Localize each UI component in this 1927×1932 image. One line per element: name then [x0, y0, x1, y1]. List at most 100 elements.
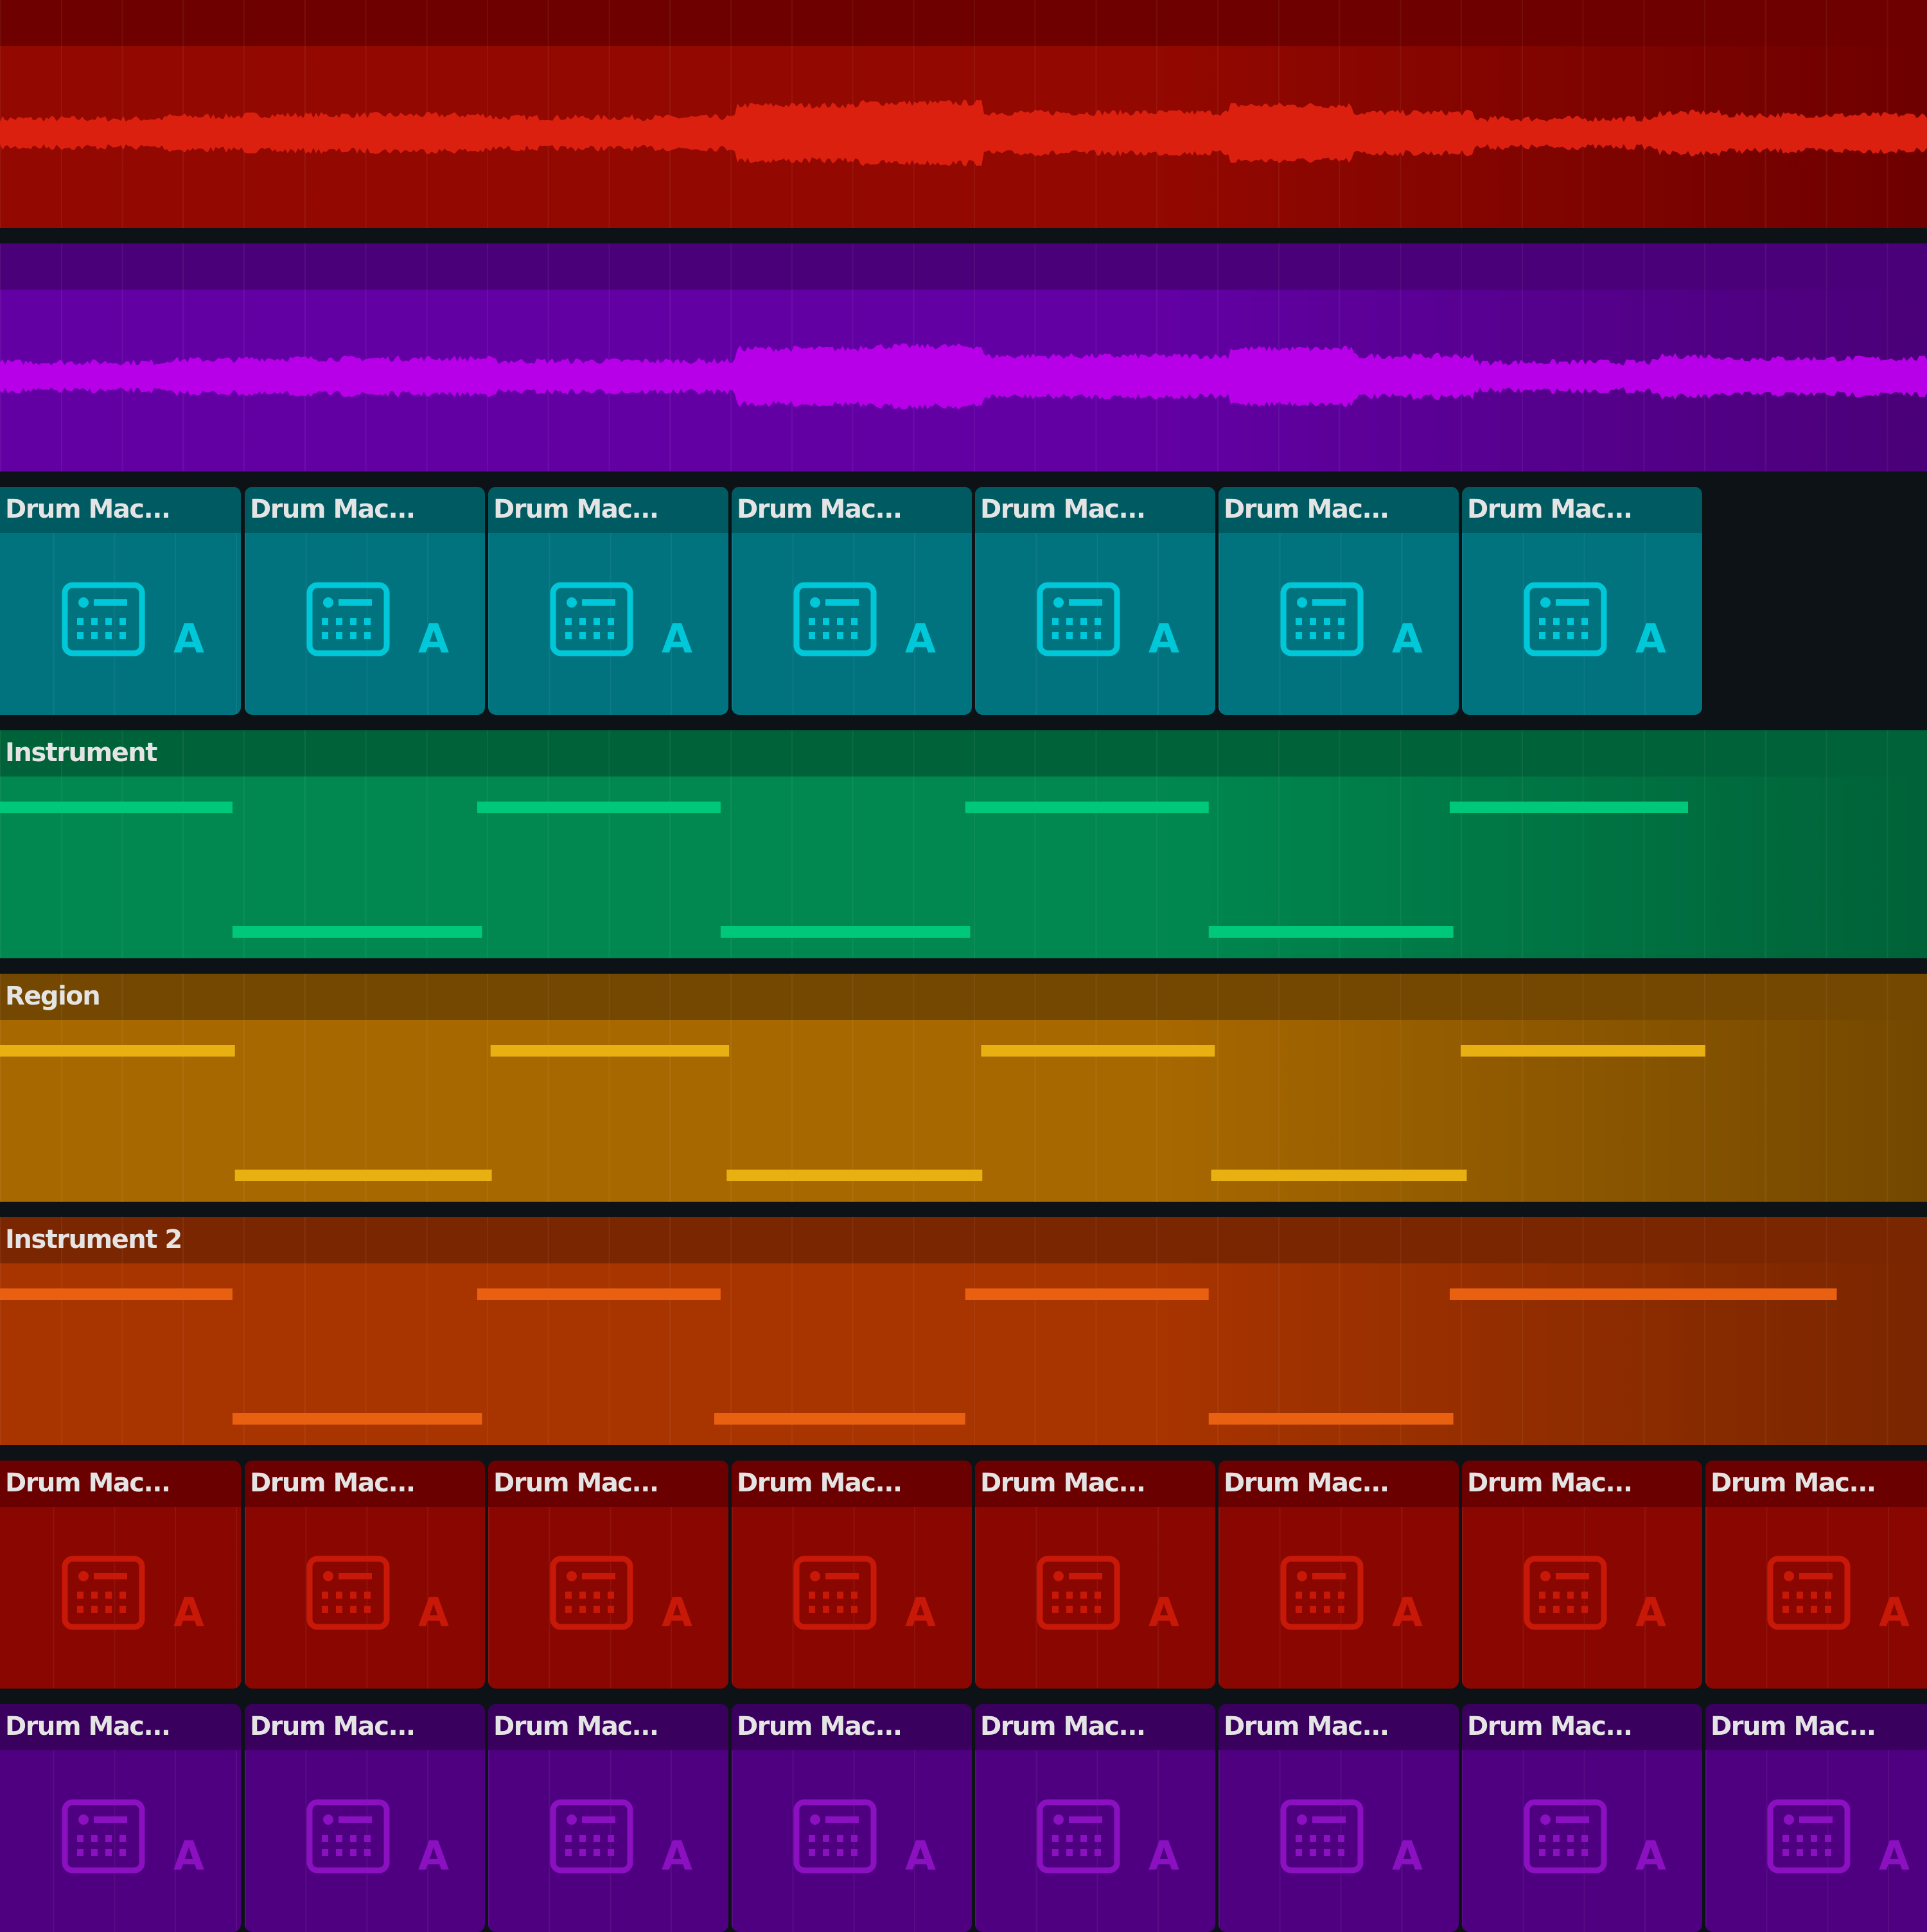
track-midi: Instrument	[0, 730, 1927, 958]
clip-letter: A	[173, 615, 204, 662]
track-header	[0, 730, 1927, 777]
clip-name: Drum Mac...	[980, 495, 1146, 524]
clip-header	[1462, 487, 1702, 533]
clip-name: Drum Mac...	[493, 495, 659, 524]
midi-note[interactable]	[232, 1413, 482, 1425]
clip-header	[245, 1704, 485, 1750]
clip-name: Drum Mac...	[1711, 1468, 1876, 1498]
clip-letter: A	[1879, 1589, 1910, 1636]
midi-note[interactable]	[720, 926, 971, 938]
midi-note[interactable]	[1461, 1045, 1705, 1057]
clip-name: Drum Mac...	[5, 1468, 171, 1498]
clip-name: Drum Mac...	[737, 1468, 902, 1498]
clip-name: Drum Mac...	[737, 1712, 902, 1741]
drum-clip[interactable]: Drum Mac... A	[975, 1461, 1215, 1689]
clip-header	[245, 1461, 485, 1507]
drum-clip[interactable]: Drum Mac... A	[0, 1461, 241, 1689]
clip-header	[0, 1461, 241, 1507]
drum-machine-icon	[306, 1556, 390, 1630]
track-name: Instrument 2	[5, 1225, 182, 1254]
drum-clip[interactable]: Drum Mac... A	[975, 487, 1215, 715]
clip-name: Drum Mac...	[737, 495, 902, 524]
clip-letter: A	[1635, 615, 1666, 662]
drum-clip[interactable]: Drum Mac... A	[732, 487, 972, 715]
drum-clip[interactable]: Drum Mac... A	[245, 1704, 485, 1932]
drum-machine-icon	[1280, 1556, 1364, 1630]
track-header	[0, 0, 1927, 46]
drum-clip[interactable]: Drum Mac... A	[488, 1461, 728, 1689]
drum-machine-icon	[1280, 582, 1364, 656]
drum-clip[interactable]: Drum Mac... A	[732, 1461, 972, 1689]
clip-name: Drum Mac...	[250, 1712, 416, 1741]
midi-note[interactable]	[1449, 802, 1688, 813]
drum-clip[interactable]: Drum Mac... A	[0, 1704, 241, 1932]
track-audio	[0, 243, 1927, 471]
clip-header	[1219, 487, 1459, 533]
midi-note[interactable]	[1208, 926, 1454, 938]
drum-machine-icon	[550, 582, 633, 656]
clip-letter: A	[1392, 1589, 1423, 1636]
drum-clip[interactable]: Drum Mac... A	[488, 487, 728, 715]
clip-header	[1705, 1704, 1927, 1750]
track-name: Instrument	[5, 738, 157, 768]
clip-header	[732, 1461, 972, 1507]
midi-note[interactable]	[0, 802, 233, 813]
clip-name: Drum Mac...	[1467, 1712, 1633, 1741]
drum-clip[interactable]: Drum Mac... A	[245, 1461, 485, 1689]
drum-clip[interactable]: Drum Mac... A	[1219, 1704, 1459, 1932]
clip-letter: A	[905, 1589, 936, 1636]
midi-note[interactable]	[965, 802, 1209, 813]
drum-clip[interactable]: Drum Mac... A	[1705, 1461, 1927, 1689]
midi-note[interactable]	[232, 926, 482, 938]
clip-letter: A	[1148, 615, 1179, 662]
drum-clip[interactable]: Drum Mac... A	[1462, 1704, 1702, 1932]
drum-clip[interactable]: Drum Mac... A	[1462, 487, 1702, 715]
waveform-shape	[0, 100, 1927, 166]
clip-letter: A	[1392, 1832, 1423, 1879]
drum-clip[interactable]: Drum Mac... A	[1705, 1704, 1927, 1932]
drum-clip[interactable]: Drum Mac... A	[1462, 1461, 1702, 1689]
midi-note[interactable]	[1211, 1170, 1467, 1181]
midi-note[interactable]	[0, 1288, 233, 1300]
drum-clip[interactable]: Drum Mac... A	[1219, 1461, 1459, 1689]
midi-notes	[0, 1288, 1837, 1425]
midi-note[interactable]	[490, 1045, 730, 1057]
midi-note[interactable]	[0, 1045, 235, 1057]
clip-name: Drum Mac...	[980, 1712, 1146, 1741]
drum-machine-icon	[1037, 1556, 1120, 1630]
drum-machine-icon	[62, 1799, 145, 1874]
drum-clip[interactable]: Drum Mac... A	[245, 487, 485, 715]
drum-machine-icon	[1524, 582, 1607, 656]
midi-note[interactable]	[965, 1288, 1209, 1300]
midi-note[interactable]	[477, 802, 721, 813]
drum-machine-icon	[793, 582, 877, 656]
midi-note[interactable]	[477, 1288, 721, 1300]
track-header	[0, 974, 1927, 1020]
drum-clip[interactable]: Drum Mac... A	[1219, 487, 1459, 715]
drum-machine-icon	[1767, 1799, 1851, 1874]
midi-note[interactable]	[1208, 1413, 1454, 1425]
clip-letter: A	[418, 1589, 449, 1636]
midi-notes	[0, 802, 1688, 938]
clip-header	[0, 487, 241, 533]
midi-note[interactable]	[726, 1170, 983, 1181]
clip-letter: A	[662, 1832, 692, 1879]
clip-header	[732, 1704, 972, 1750]
midi-note[interactable]	[1449, 1288, 1837, 1300]
midi-note[interactable]	[714, 1413, 965, 1425]
clip-name: Drum Mac...	[5, 1712, 171, 1741]
clip-header	[1219, 1461, 1459, 1507]
drum-clip[interactable]: Drum Mac... A	[732, 1704, 972, 1932]
midi-note[interactable]	[234, 1170, 492, 1181]
drum-machine-icon	[306, 1799, 390, 1874]
drum-machine-icon	[306, 582, 390, 656]
drum-clip[interactable]: Drum Mac... A	[975, 1704, 1215, 1932]
drum-clip[interactable]: Drum Mac... A	[488, 1704, 728, 1932]
drum-machine-icon	[62, 582, 145, 656]
midi-note[interactable]	[981, 1045, 1215, 1057]
drum-machine-icon	[550, 1799, 633, 1874]
drum-clip[interactable]: Drum Mac... A	[0, 487, 241, 715]
clip-header	[1219, 1704, 1459, 1750]
track-name: Region	[5, 981, 101, 1011]
